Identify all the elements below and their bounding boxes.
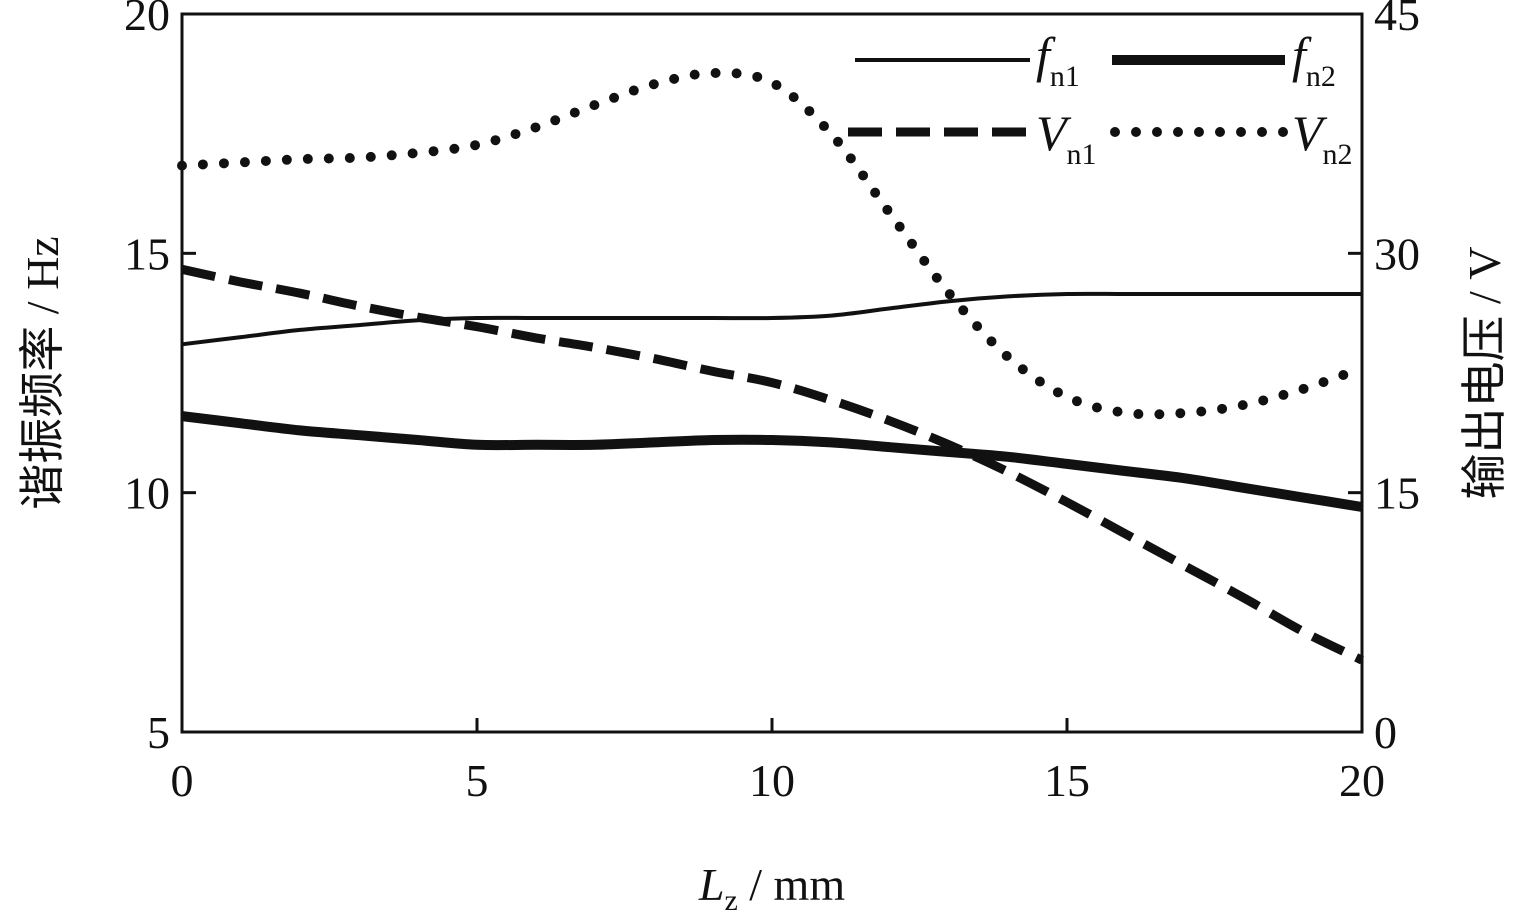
legend-label-fn2: fn2 xyxy=(1292,27,1336,93)
series-line-vn2 xyxy=(177,67,1367,420)
x-axis-sub: z xyxy=(724,884,737,915)
y-right-tick-label: 45 xyxy=(1374,0,1420,40)
legend-label-fn1: fn1 xyxy=(1036,27,1080,93)
y-left-tick-label: 20 xyxy=(124,0,170,40)
series-line-vn1 xyxy=(181,264,1364,665)
legend-fn1-sub: n1 xyxy=(1050,60,1080,93)
legend-label-vn1: Vn1 xyxy=(1036,105,1097,171)
y-axis-left-title: 谐振频率 / Hz xyxy=(17,236,68,509)
x-axis-unit: / mm xyxy=(738,859,846,910)
x-axis-title: Lz / mm xyxy=(698,859,845,915)
legend-vn1-symbol: V xyxy=(1036,105,1072,161)
series-line-fn1 xyxy=(181,291,1362,347)
legend-label-vn2: Vn2 xyxy=(1292,105,1353,171)
y-right-tick-label: 30 xyxy=(1374,228,1420,279)
x-axis-symbol: L xyxy=(698,859,725,910)
legend-vn2-symbol: V xyxy=(1292,105,1328,161)
series-line-fn2 xyxy=(181,411,1363,512)
y-right-tick-label: 15 xyxy=(1374,468,1420,519)
x-tick-label: 15 xyxy=(1044,755,1090,806)
x-tick-label: 5 xyxy=(466,755,489,806)
x-tick-label: 20 xyxy=(1339,755,1385,806)
y-left-tick-label: 5 xyxy=(147,707,170,758)
legend-vn2-sub: n2 xyxy=(1323,138,1353,171)
x-tick-label: 10 xyxy=(749,755,795,806)
y-axis-right-title: 输出电压 / V xyxy=(1459,247,1510,500)
x-tick-label: 0 xyxy=(171,755,194,806)
y-left-tick-label: 15 xyxy=(124,228,170,279)
series-layer xyxy=(177,67,1367,665)
legend-fn2-sub: n2 xyxy=(1306,60,1336,93)
y-left-tick-label: 10 xyxy=(124,468,170,519)
plot-frame xyxy=(180,12,1364,734)
legend: fn1 fn2 Vn1 Vn2 xyxy=(848,27,1353,171)
y-right-tick-label: 0 xyxy=(1374,707,1397,758)
legend-vn1-sub: n1 xyxy=(1067,138,1097,171)
